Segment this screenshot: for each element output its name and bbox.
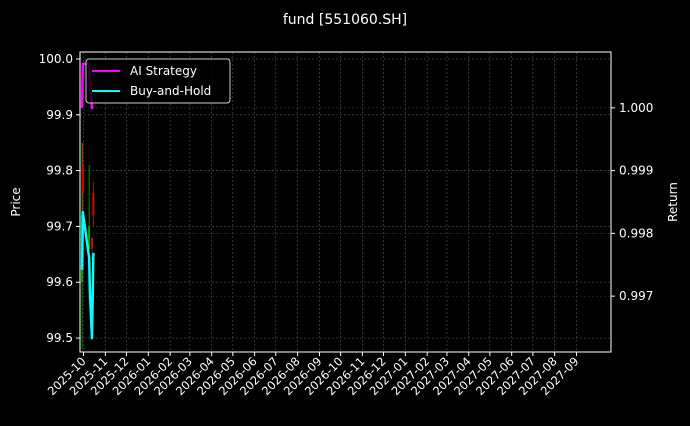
y-tick-label-left: 99.5 bbox=[46, 331, 73, 345]
y-tick-label-left: 99.6 bbox=[46, 275, 73, 289]
y-tick-label-right: 1.000 bbox=[619, 101, 653, 115]
legend-label-ai-strategy: AI Strategy bbox=[130, 64, 197, 78]
y-axis-left-label: Price bbox=[9, 187, 23, 216]
y-tick-label-left: 99.8 bbox=[46, 164, 73, 178]
y-tick-label-right: 0.997 bbox=[619, 289, 653, 303]
y-tick-label-left: 99.7 bbox=[46, 219, 73, 233]
y-tick-label-right: 0.999 bbox=[619, 164, 653, 178]
plot-frame bbox=[79, 51, 612, 353]
legend-label-buy-and-hold: Buy-and-Hold bbox=[130, 84, 211, 98]
legend: AI Strategy Buy-and-Hold bbox=[85, 58, 231, 104]
y-axis-right-label: Return bbox=[666, 182, 680, 222]
y-tick-label-left: 99.9 bbox=[46, 108, 73, 122]
chart-title: fund [551060.SH] bbox=[283, 12, 407, 28]
y-tick-label-left: 100.0 bbox=[39, 52, 73, 66]
series-line-buy-and-hold bbox=[80, 210, 95, 340]
axes: 2025-102025-112025-122026-012026-022026-… bbox=[39, 52, 654, 398]
y-tick-label-right: 0.998 bbox=[619, 226, 653, 240]
